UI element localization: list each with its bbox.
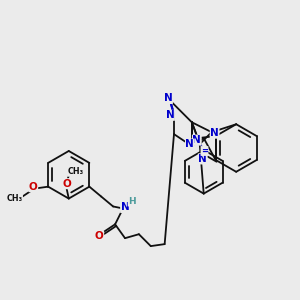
Text: N: N: [185, 139, 194, 149]
Text: CH₃: CH₃: [6, 194, 22, 203]
Text: N: N: [198, 154, 207, 164]
Text: N: N: [210, 128, 219, 138]
Text: =: =: [201, 146, 208, 155]
Text: N: N: [192, 135, 201, 145]
Text: CH₃: CH₃: [68, 167, 84, 176]
Text: O: O: [29, 182, 38, 192]
Text: N: N: [166, 110, 174, 120]
Text: O: O: [95, 231, 103, 241]
Text: N: N: [121, 202, 129, 212]
Text: O: O: [62, 179, 71, 189]
Text: N: N: [164, 94, 172, 103]
Text: H: H: [128, 197, 136, 206]
